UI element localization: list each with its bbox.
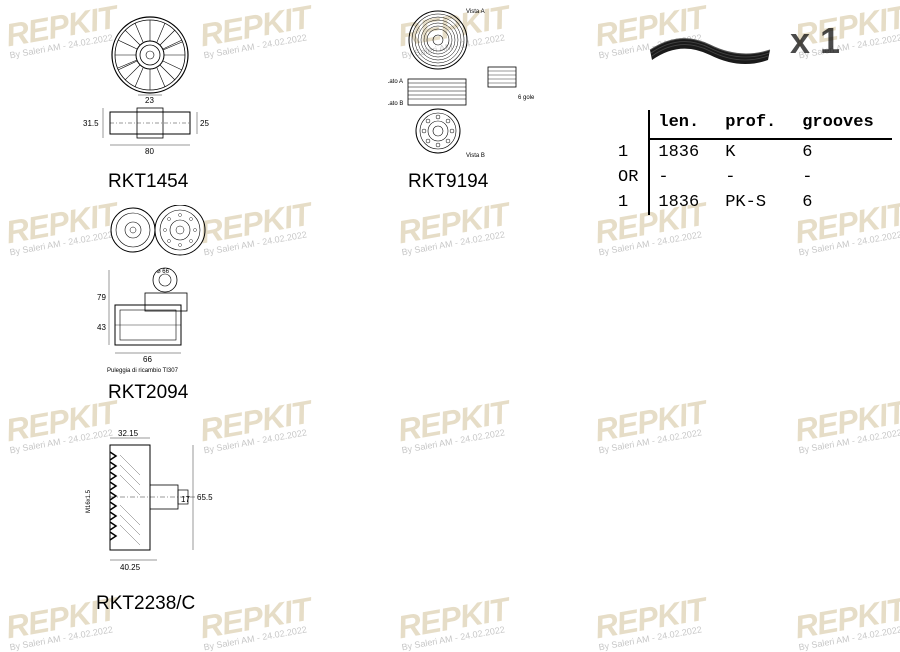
dim-w: 40.25 — [120, 563, 141, 572]
table-cell: - — [649, 165, 717, 190]
watermark: REPKITBy Saleri AM - 24.02.2022 — [792, 394, 900, 456]
vista-b: Vista B — [466, 153, 485, 159]
th-prof: prof. — [717, 110, 794, 139]
dim-bore: 17 — [181, 495, 190, 504]
lato-a: Lato A — [388, 79, 403, 85]
label-rkt2094: RKT2094 — [108, 382, 188, 404]
label-rkt9194: RKT9194 — [408, 171, 488, 193]
th-blank — [610, 110, 649, 139]
drawing-rkt2094: ⌀ 66 79 43 66 Puleggia di ricambio TI307 — [95, 205, 245, 380]
spec-table: len. prof. grooves 11836K6OR---11836PK-S… — [610, 110, 892, 215]
belt-icon — [640, 25, 780, 85]
table-cell: 6 — [794, 190, 891, 215]
watermark: REPKITBy Saleri AM - 24.02.2022 — [792, 591, 900, 652]
watermark: REPKITBy Saleri AM - 24.02.2022 — [592, 591, 709, 652]
table-cell: 1 — [610, 139, 649, 165]
note-rkt2094: Puleggia di ricambio TI307 — [107, 368, 179, 374]
watermark: REPKITBy Saleri AM - 24.02.2022 — [197, 591, 314, 652]
dim-bore: 23 — [145, 96, 154, 105]
table-row: OR--- — [610, 165, 892, 190]
dim-overall: 31.5 — [83, 119, 99, 128]
th-len: len. — [649, 110, 717, 139]
label-rkt1454: RKT1454 — [108, 171, 188, 193]
watermark: REPKITBy Saleri AM - 24.02.2022 — [592, 394, 709, 456]
drawing-rkt9194: Vista A Lato A Lato B 6 gole Vista B — [388, 5, 548, 165]
dim-w66: 66 — [143, 355, 152, 364]
gole: 6 gole — [518, 95, 535, 101]
table-cell: 6 — [794, 139, 891, 165]
dim-d: 65.5 — [197, 493, 213, 502]
watermark: REPKITBy Saleri AM - 24.02.2022 — [395, 591, 512, 652]
table-cell: 1 — [610, 190, 649, 215]
watermark: REPKITBy Saleri AM - 24.02.2022 — [395, 196, 512, 258]
table-cell: 1836 — [649, 190, 717, 215]
thread: M16x1.5 — [86, 489, 92, 513]
dim-d66: ⌀ 66 — [157, 269, 170, 275]
dim-height: 25 — [200, 119, 209, 128]
table-cell: K — [717, 139, 794, 165]
table-row: 11836K6 — [610, 139, 892, 165]
table-cell: - — [717, 165, 794, 190]
table-row: 11836PK-S6 — [610, 190, 892, 215]
dim-h79: 79 — [97, 293, 106, 302]
dim-width: 80 — [145, 147, 154, 156]
vista-a: Vista A — [466, 9, 485, 15]
th-grooves: grooves — [794, 110, 891, 139]
drawing-rkt2238c: 32.15 17 65.5 M16x1.5 40.25 — [85, 430, 235, 590]
dim-top: 32.15 — [118, 430, 139, 438]
table-cell: PK-S — [717, 190, 794, 215]
belt-qty: x 1 — [790, 20, 840, 62]
drawing-rkt1454: 23 80 25 31.5 — [75, 10, 225, 160]
table-cell: OR — [610, 165, 649, 190]
table-cell: 1836 — [649, 139, 717, 165]
label-rkt2238c: RKT2238/C — [96, 593, 195, 615]
lato-b: Lato B — [388, 101, 403, 107]
table-cell: - — [794, 165, 891, 190]
watermark: REPKITBy Saleri AM - 24.02.2022 — [395, 394, 512, 456]
dim-h43: 43 — [97, 323, 106, 332]
